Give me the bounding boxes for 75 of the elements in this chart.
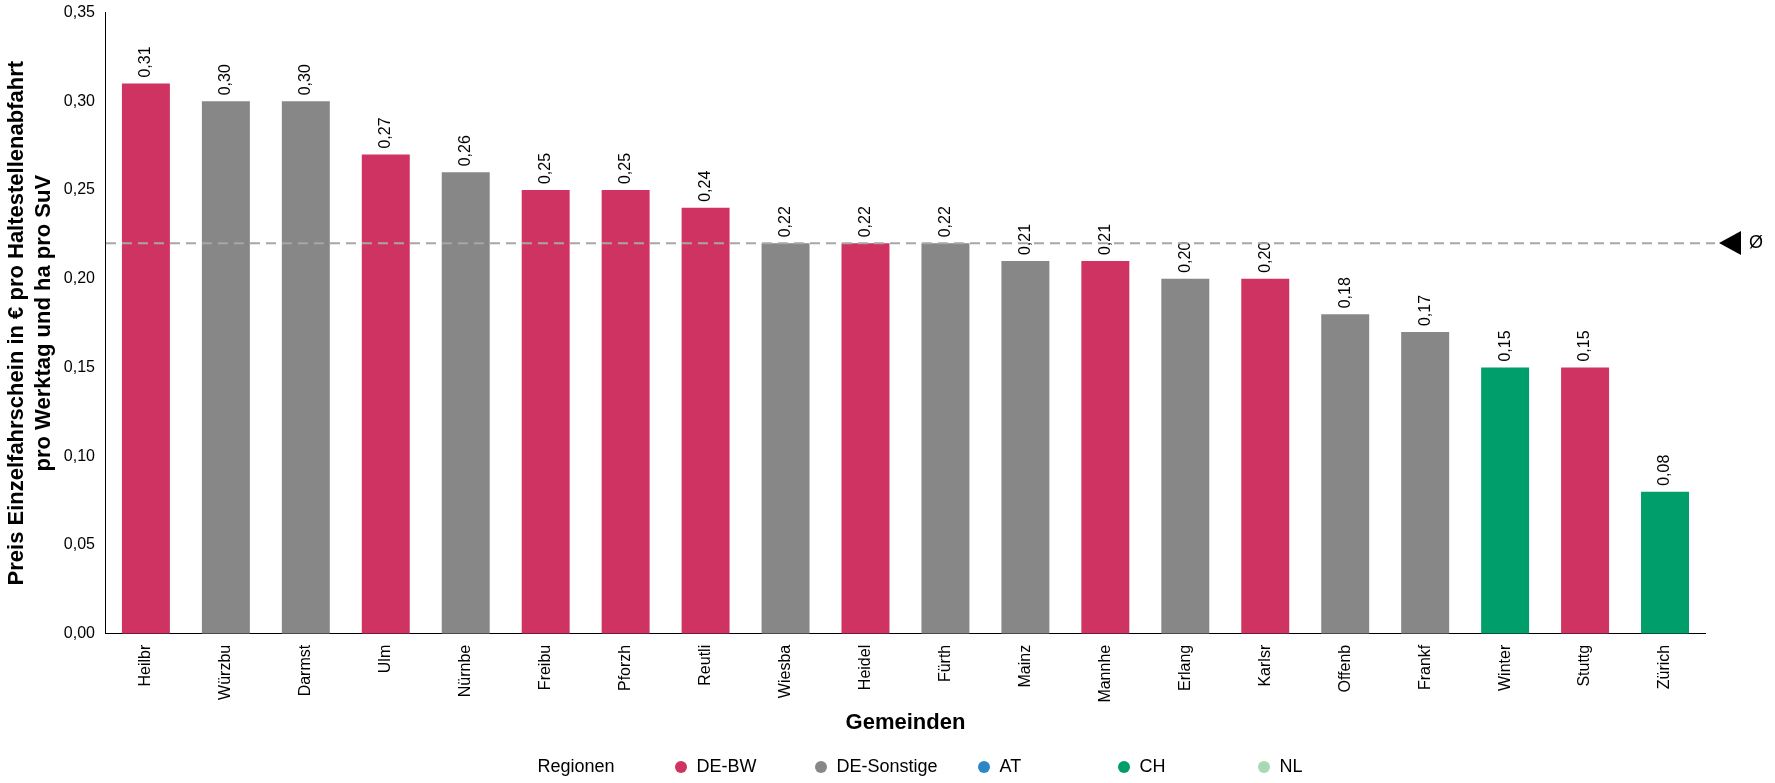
bar [201, 101, 250, 634]
bar [361, 154, 410, 634]
x-axis-title: Gemeinden [845, 708, 966, 734]
ref-line-label: Ø [1749, 232, 1764, 253]
data-label: 0,22 [855, 206, 873, 238]
bar [521, 190, 570, 634]
legend-label: AT [999, 756, 1022, 777]
y-tick-label: 0,15 [63, 357, 96, 375]
x-tick-label: Heilbr [136, 644, 154, 687]
x-tick-label: Offenb [1335, 644, 1353, 693]
data-label: 0,30 [216, 64, 234, 96]
bar [281, 101, 330, 634]
data-label: 0,25 [536, 152, 554, 185]
bar [441, 172, 490, 634]
x-tick-label: Mannhe [1095, 644, 1113, 703]
bar [1401, 332, 1450, 634]
y-tick-label: 0,20 [63, 269, 96, 287]
bar [121, 83, 170, 634]
x-tick-label: Zürich [1655, 644, 1673, 690]
bar [761, 243, 810, 634]
x-tick-label: Ulm [376, 644, 394, 674]
bar [1161, 278, 1210, 634]
data-label: 0,15 [1575, 330, 1593, 362]
bar [601, 190, 650, 634]
x-tick-label: Mainz [1015, 644, 1033, 688]
data-label: 0,08 [1655, 454, 1673, 486]
data-label: 0,22 [775, 206, 793, 238]
y-tick-label: 0,05 [63, 535, 96, 553]
x-tick-label: Stuttg [1575, 644, 1593, 687]
x-tick-label: Fürth [935, 644, 953, 683]
data-label: 0,24 [695, 170, 713, 202]
legend-label: DE-Sonstige [836, 756, 938, 777]
bar [1241, 278, 1290, 634]
data-label: 0,22 [935, 206, 953, 238]
data-label: 0,30 [296, 64, 314, 96]
y-tick-label: 0,00 [63, 624, 96, 642]
bar [1321, 314, 1370, 634]
legend-label: NL [1279, 756, 1303, 777]
x-tick-label: Freibu [536, 644, 554, 691]
x-tick-label: Nürnbe [456, 644, 474, 698]
bar [841, 243, 890, 634]
y-axis-title: Preis Einzelfahrschein in € pro Haltestellenabfahrt pro Werktag und ha pro SuV [3, 60, 55, 586]
legend-label: CH [1139, 756, 1166, 777]
data-label: 0,25 [616, 152, 634, 185]
x-tick-label: Darmst [296, 644, 314, 697]
x-tick-label: Pforzh [616, 644, 634, 692]
y-tick-label: 0,35 [63, 3, 96, 21]
y-tick-label: 0,10 [63, 446, 96, 464]
bar [921, 243, 970, 634]
x-tick-label: Würzbu [216, 644, 234, 700]
x-tick-label: Wiesba [775, 644, 793, 699]
bar [681, 207, 730, 634]
legend-title: Regionen [537, 756, 615, 777]
x-tick-label: Erlang [1175, 644, 1193, 692]
data-label: 0,21 [1095, 223, 1113, 256]
data-label: 0,15 [1495, 330, 1513, 362]
data-label: 0,21 [1015, 223, 1033, 256]
data-label: 0,26 [456, 135, 474, 167]
x-tick-label: Karlsr [1255, 644, 1273, 687]
data-label: 0,31 [136, 46, 154, 78]
bar [1641, 491, 1690, 634]
data-label: 0,18 [1335, 277, 1353, 309]
y-tick-label: 0,25 [63, 180, 96, 198]
x-tick-label: Reutli [695, 644, 713, 686]
x-tick-label: Frankf [1415, 644, 1433, 691]
bar [1561, 367, 1610, 634]
data-label: 0,27 [376, 117, 394, 149]
x-tick-label: Winter [1495, 644, 1513, 692]
bar [1001, 261, 1050, 634]
legend-label: DE-BW [696, 756, 757, 777]
data-label: 0,17 [1415, 294, 1433, 327]
y-tick-label: 0,30 [63, 91, 96, 109]
bar [1081, 261, 1130, 634]
bar [1481, 367, 1530, 634]
x-tick-label: Heidel [855, 644, 873, 691]
